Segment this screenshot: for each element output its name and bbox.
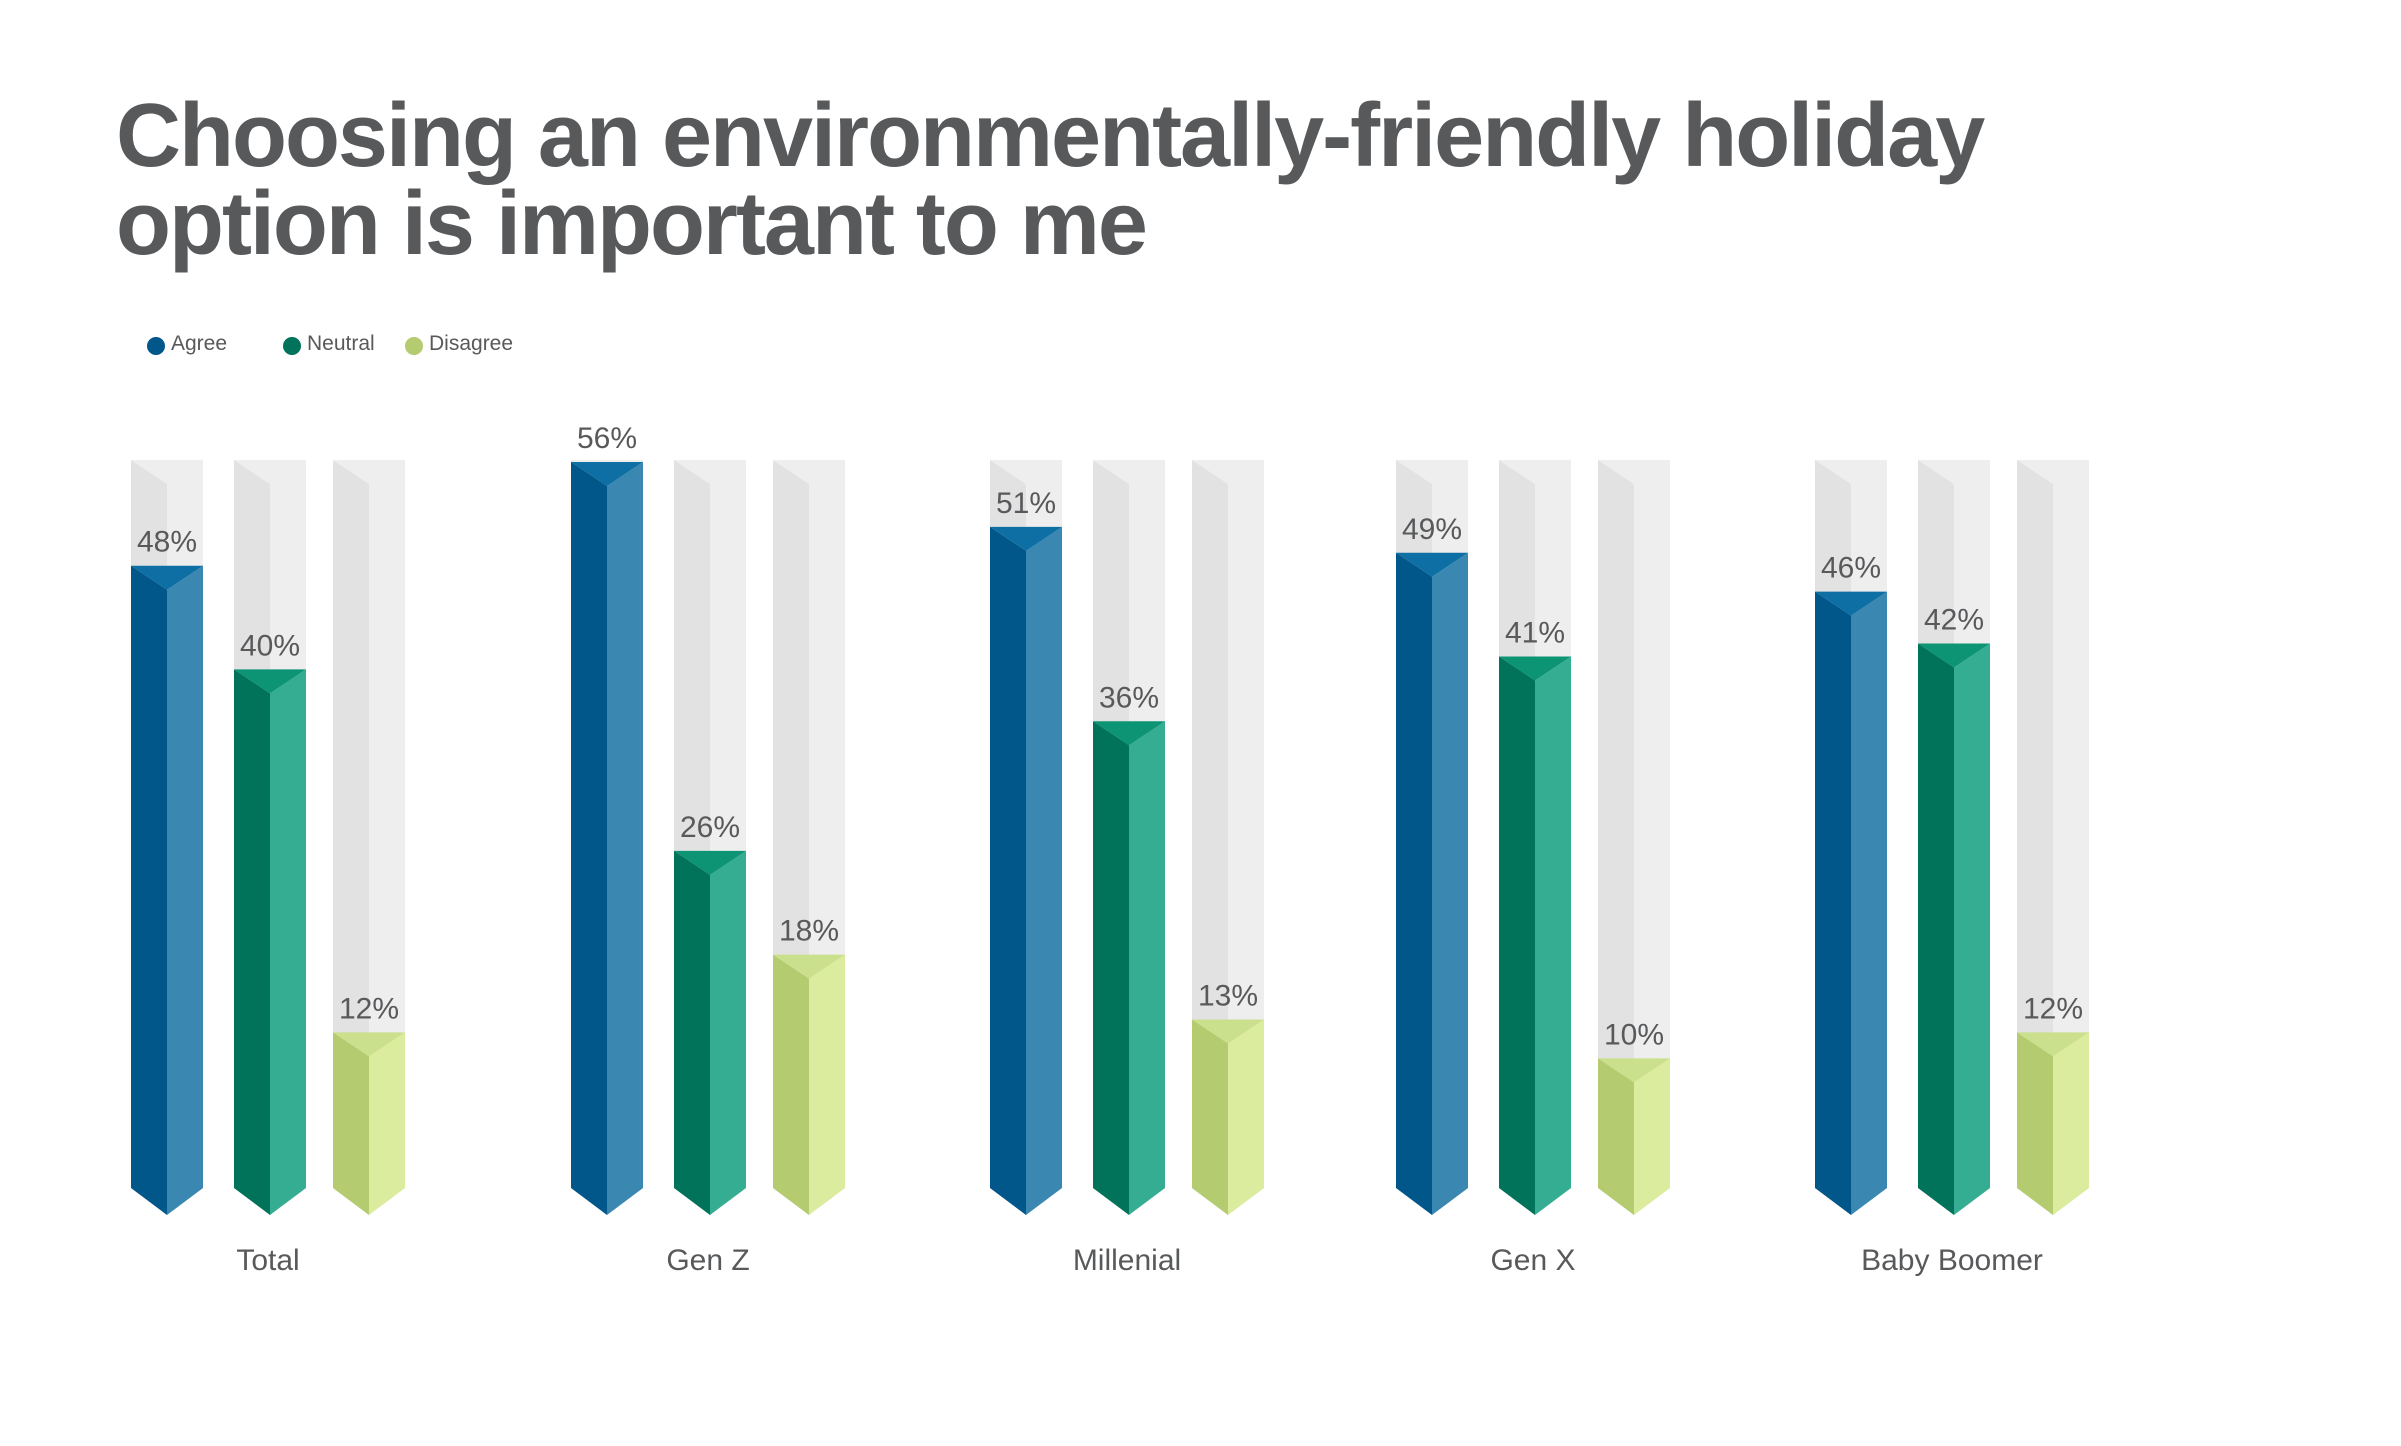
bar-millenial-neutral bbox=[1093, 721, 1129, 1215]
bar-group-gen-z: 56% 26% 18% Gen Z bbox=[571, 422, 845, 1277]
bar-cap-total-agree bbox=[131, 565, 203, 590]
value-label-total-disagree: 12% bbox=[339, 992, 399, 1025]
value-label-gen-x-agree: 49% bbox=[1402, 513, 1462, 546]
chart-title-line-2: option is important to me bbox=[116, 174, 1148, 274]
legend-swatch-agree bbox=[147, 337, 165, 355]
legend-label-agree: Agree bbox=[171, 332, 228, 355]
bar-gen-z-agree bbox=[571, 462, 607, 1215]
track-right-baby-boomer-disagree bbox=[2017, 460, 2089, 1215]
category-label-total: Total bbox=[236, 1244, 299, 1277]
track-right-gen-x-disagree bbox=[1598, 460, 1670, 1215]
bar-cap-gen-x-disagree bbox=[1598, 1058, 1670, 1083]
value-label-millenial-neutral: 36% bbox=[1099, 681, 1159, 714]
value-label-gen-z-agree: 56% bbox=[577, 422, 637, 455]
bar-group-gen-x: 49% 41% 10% Gen X bbox=[1396, 460, 1670, 1277]
bar-baby-boomer-disagree bbox=[2017, 1032, 2053, 1215]
value-label-baby-boomer-disagree: 12% bbox=[2023, 992, 2083, 1025]
value-label-gen-z-disagree: 18% bbox=[779, 915, 839, 948]
bar-cap-millenial-neutral bbox=[1093, 721, 1165, 746]
category-label-millenial: Millenial bbox=[1073, 1244, 1181, 1277]
bar-cap-gen-z-agree bbox=[571, 462, 643, 486]
bar-cap-gen-z-neutral bbox=[674, 850, 746, 875]
bar-cap-baby-boomer-agree bbox=[1815, 591, 1887, 616]
bar-millenial-disagree bbox=[1192, 1019, 1228, 1215]
bar-face-gen-z-disagree bbox=[809, 954, 845, 1215]
bar-gen-x-agree bbox=[1396, 552, 1432, 1215]
bar-cap-millenial-disagree bbox=[1192, 1019, 1264, 1044]
bar-total-neutral bbox=[234, 669, 270, 1215]
bar-cap-baby-boomer-disagree bbox=[2017, 1032, 2089, 1057]
bar-face-baby-boomer-agree bbox=[1851, 591, 1887, 1215]
chart-title: Choosing an environmentally-friendly hol… bbox=[116, 86, 2016, 274]
bar-face-millenial-disagree bbox=[1228, 1019, 1264, 1215]
bar-cap-baby-boomer-neutral bbox=[1918, 643, 1990, 668]
bar-cap-gen-z-disagree bbox=[773, 954, 845, 979]
bar-cap-total-neutral bbox=[234, 669, 306, 694]
bar-face-total-neutral bbox=[270, 669, 306, 1215]
bar-millenial-agree bbox=[990, 526, 1026, 1215]
legend-swatch-neutral bbox=[283, 337, 301, 355]
bar-gen-z-neutral bbox=[674, 850, 710, 1215]
bar-group-baby-boomer: 46% 42% 12% Baby Boomer bbox=[1815, 460, 2089, 1277]
category-label-baby-boomer: Baby Boomer bbox=[1861, 1244, 2043, 1277]
bar-face-gen-x-agree bbox=[1432, 552, 1468, 1215]
bar-baby-boomer-agree bbox=[1815, 591, 1851, 1215]
track-left-baby-boomer-disagree bbox=[2017, 460, 2053, 1215]
value-label-gen-x-neutral: 41% bbox=[1505, 616, 1565, 649]
bar-baby-boomer-neutral bbox=[1918, 643, 1954, 1215]
bar-total-disagree bbox=[333, 1032, 369, 1215]
bar-face-millenial-neutral bbox=[1129, 721, 1165, 1215]
value-label-baby-boomer-neutral: 42% bbox=[1924, 604, 1984, 637]
track-right-total-disagree bbox=[333, 460, 405, 1215]
bar-cap-millenial-agree bbox=[990, 526, 1062, 551]
value-label-baby-boomer-agree: 46% bbox=[1821, 552, 1881, 585]
track-left-gen-x-disagree bbox=[1598, 460, 1634, 1215]
bar-face-gen-x-neutral bbox=[1535, 656, 1571, 1215]
value-label-total-neutral: 40% bbox=[240, 629, 300, 662]
bar-group-total: 48% 40% 12% Total bbox=[131, 460, 405, 1277]
bar-cap-gen-x-agree bbox=[1396, 552, 1468, 577]
bar-face-gen-z-agree bbox=[607, 462, 643, 1215]
value-label-millenial-disagree: 13% bbox=[1198, 979, 1258, 1012]
bar-gen-x-disagree bbox=[1598, 1058, 1634, 1215]
bar-gen-z-disagree bbox=[773, 954, 809, 1215]
bar-face-total-agree bbox=[167, 565, 203, 1215]
bar-cap-total-disagree bbox=[333, 1032, 405, 1057]
bar-total-agree bbox=[131, 565, 167, 1215]
legend-swatch-disagree bbox=[405, 337, 423, 355]
bar-face-baby-boomer-disagree bbox=[2053, 1032, 2089, 1215]
legend-label-neutral: Neutral bbox=[307, 332, 375, 355]
bar-cap-gen-x-neutral bbox=[1499, 656, 1571, 681]
value-label-millenial-agree: 51% bbox=[996, 487, 1056, 520]
category-label-gen-x: Gen X bbox=[1490, 1244, 1575, 1277]
bar-group-millenial: 51% 36% 13% Millenial bbox=[990, 460, 1264, 1277]
bar-face-baby-boomer-neutral bbox=[1954, 643, 1990, 1215]
track-left-total-disagree bbox=[333, 460, 369, 1215]
value-label-total-agree: 48% bbox=[137, 526, 197, 559]
category-label-gen-z: Gen Z bbox=[666, 1244, 749, 1277]
bar-face-millenial-agree bbox=[1026, 526, 1062, 1215]
bar-gen-x-neutral bbox=[1499, 656, 1535, 1215]
value-label-gen-z-neutral: 26% bbox=[680, 811, 740, 844]
legend-label-disagree: Disagree bbox=[429, 332, 514, 355]
bar-face-gen-x-disagree bbox=[1634, 1058, 1670, 1215]
bar-face-total-disagree bbox=[369, 1032, 405, 1215]
chart-title-line-1: Choosing an environmentally-friendly hol… bbox=[116, 86, 1985, 186]
value-label-gen-x-disagree: 10% bbox=[1604, 1018, 1664, 1051]
bar-face-gen-z-neutral bbox=[710, 850, 746, 1215]
